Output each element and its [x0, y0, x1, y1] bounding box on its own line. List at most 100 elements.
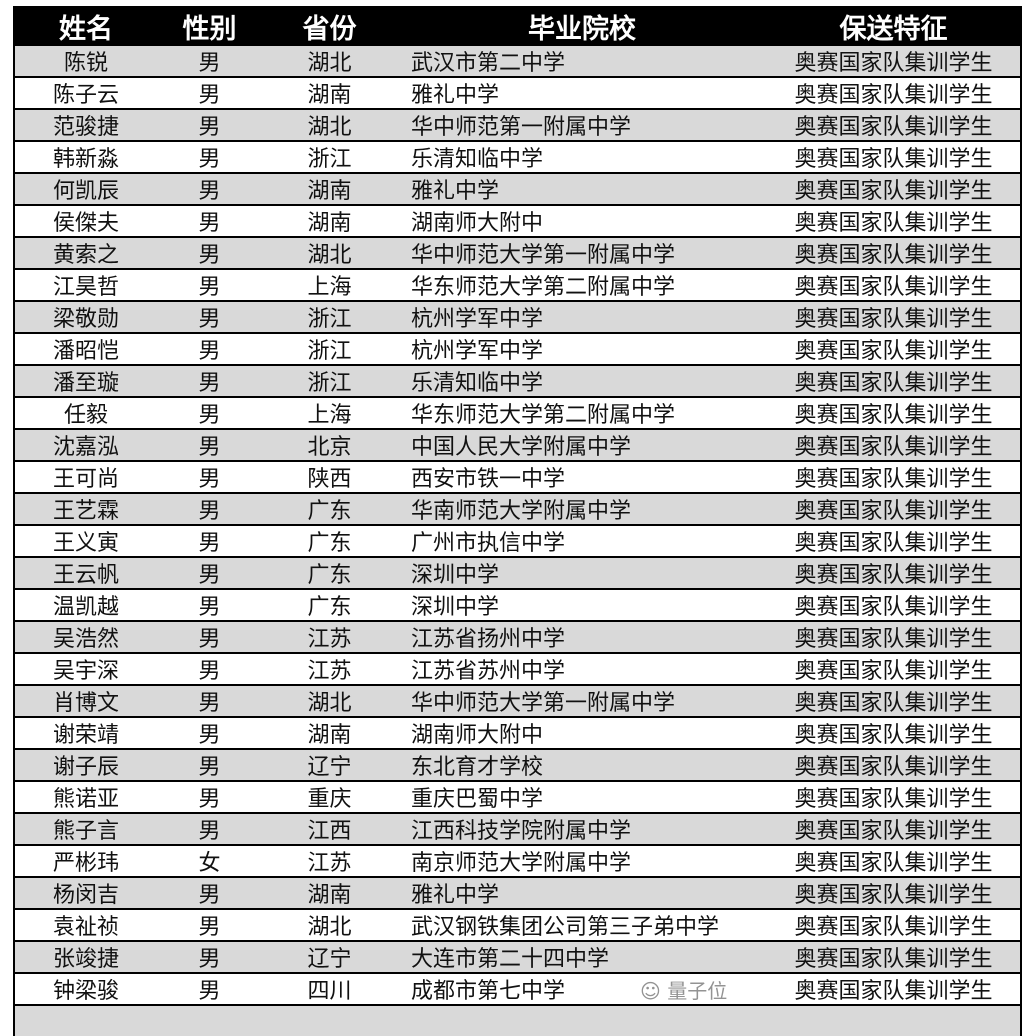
cell-name: 韩新淼 — [52, 147, 119, 172]
cell-feature: 奥赛国家队集训学生 — [794, 819, 993, 844]
cell-gender: 男 — [198, 83, 221, 108]
table-row: 温凯越 男 广东 深圳中学 奥赛国家队集训学生 — [15, 590, 1020, 622]
cell-school: 大连市第二十四中学 — [411, 947, 610, 972]
cell-gender: 男 — [198, 467, 221, 492]
cell-school: 深圳中学 — [411, 595, 500, 620]
cell-school: 湖南师大附中 — [411, 723, 544, 748]
cell-school: 雅礼中学 — [411, 83, 500, 108]
cell-gender: 男 — [198, 627, 221, 652]
table-row: 王义寅 男 广东 广州市执信中学 奥赛国家队集训学生 — [15, 526, 1020, 558]
cell-name: 王艺霖 — [52, 499, 119, 524]
table-row: 陈子云 男 湖南 雅礼中学 奥赛国家队集训学生 — [15, 78, 1020, 110]
cell-province: 江苏 — [307, 627, 352, 652]
cell-feature: 奥赛国家队集训学生 — [794, 563, 993, 588]
table-row: 谢荣靖 男 湖南 湖南师大附中 奥赛国家队集训学生 — [15, 718, 1020, 750]
cell-name: 袁祉祯 — [52, 915, 119, 940]
cell-school: 广州市执信中学 — [411, 531, 566, 556]
cell-province: 广东 — [307, 595, 352, 620]
cell-school: 华南师范大学附属中学 — [411, 499, 632, 524]
cell-province: 湖北 — [307, 691, 352, 716]
cell-province: 湖南 — [307, 179, 352, 204]
cell-province: 广东 — [307, 563, 352, 588]
table-header: 姓名 性别 省份 毕业院校 保送特征 — [15, 6, 1020, 46]
header-name: 姓名 — [59, 13, 113, 45]
cell-name: 钟梁骏 — [52, 979, 119, 1004]
cell-gender: 男 — [198, 819, 221, 844]
cell-feature: 奥赛国家队集训学生 — [794, 723, 993, 748]
table-row: 肖博文 男 湖北 华中师范大学第一附属中学 奥赛国家队集训学生 — [15, 686, 1020, 718]
cell-school: 乐清知临中学 — [411, 371, 544, 396]
header-feature: 保送特征 — [839, 13, 948, 45]
cell-feature: 奥赛国家队集训学生 — [794, 147, 993, 172]
cell-feature: 奥赛国家队集训学生 — [794, 627, 993, 652]
cell-gender: 男 — [198, 307, 221, 332]
cell-gender: 男 — [198, 723, 221, 748]
cell-province: 浙江 — [307, 339, 352, 364]
header-school: 毕业院校 — [528, 13, 636, 45]
cell-school: 西安市铁一中学 — [411, 467, 566, 492]
table-row: 谢子辰 男 辽宁 东北育才学校 奥赛国家队集训学生 — [15, 750, 1020, 782]
cell-province: 湖南 — [307, 83, 352, 108]
table-row: 熊子言 男 江西 江西科技学院附属中学 奥赛国家队集训学生 — [15, 814, 1020, 846]
cell-name: 熊子言 — [52, 819, 119, 844]
cell-name: 范骏捷 — [52, 115, 119, 140]
header-gender: 性别 — [182, 13, 237, 45]
table-row: 吴浩然 男 江苏 江苏省扬州中学 奥赛国家队集训学生 — [15, 622, 1020, 654]
cell-school: 华中师范大学第一附属中学 — [411, 691, 676, 716]
cell-province: 湖南 — [307, 211, 352, 236]
cell-province: 重庆 — [307, 787, 352, 812]
cell-province: 湖北 — [307, 915, 352, 940]
student-table: 姓名 性别 省份 毕业院校 保送特征 陈锐男湖北 武汉市第二中学 奥赛国家队集训学生… — [13, 6, 1022, 1036]
cell-gender: 男 — [198, 659, 221, 684]
cell-province: 浙江 — [307, 147, 352, 172]
cell-school: 江苏省苏州中学 — [411, 659, 566, 684]
cell-name: 谢荣靖 — [52, 723, 119, 748]
cell-gender: 男 — [198, 595, 221, 620]
table-row: 陈锐 男 湖北 武汉市第二中学 奥赛国家队集训学生 — [15, 46, 1020, 78]
table-row: 钟梁骏 男 四川 成都市第七中学 奥赛国家队集训学生 — [15, 974, 1020, 1006]
cell-school: 深圳中学 — [411, 563, 500, 588]
cell-school: 武汉钢铁集团公司第三子弟中学 — [411, 915, 720, 940]
cell-province: 上海 — [307, 275, 352, 300]
cell-province: 辽宁 — [307, 947, 352, 972]
cell-gender: 女 — [198, 851, 221, 876]
table-row: 黄索之 男 湖北 华中师范大学第一附属中学 奥赛国家队集训学生 — [15, 238, 1020, 270]
cell-province: 江西 — [307, 819, 352, 844]
cell-school: 江西科技学院附属中学 — [411, 819, 632, 844]
table-row: 任毅 男 上海 华东师范大学第二附属中学 奥赛国家队集训学生 — [15, 398, 1020, 430]
cell-gender: 男 — [198, 211, 221, 236]
cell-feature: 奥赛国家队集训学生 — [794, 467, 993, 492]
table-row: 严彬玮 女 江苏 南京师范大学附属中学 奥赛国家队集训学生 — [15, 846, 1020, 878]
table-row: 江昊哲 男 上海 华东师范大学第二附属中学 奥赛国家队集训学生 — [15, 270, 1020, 302]
cell-school: 江苏省扬州中学 — [411, 627, 566, 652]
cell-gender: 男 — [198, 435, 221, 460]
cell-gender: 男 — [198, 883, 221, 908]
cell-feature: 奥赛国家队集训学生 — [794, 691, 993, 716]
cell-gender: 男 — [198, 499, 221, 524]
cell-feature: 奥赛国家队集训学生 — [794, 883, 993, 908]
cell-name: 谢子辰 — [52, 755, 119, 780]
cell-name: 张竣捷 — [52, 947, 119, 972]
cell-name: 吴浩然 — [52, 627, 119, 652]
cell-province: 北京 — [307, 435, 352, 460]
cell-gender: 男 — [198, 915, 221, 940]
cell-feature: 奥赛国家队集训学生 — [794, 851, 993, 876]
cell-name: 任毅 — [63, 403, 108, 428]
cell-province: 江苏 — [307, 659, 352, 684]
cell-province: 陕西 — [307, 467, 352, 492]
cell-gender: 男 — [198, 563, 221, 588]
cell-gender: 男 — [198, 787, 221, 812]
cell-province: 辽宁 — [307, 755, 352, 780]
cell-feature: 奥赛国家队集训学生 — [794, 115, 993, 140]
cell-feature: 奥赛国家队集训学生 — [794, 531, 993, 556]
cell-gender: 男 — [198, 755, 221, 780]
table-row: 张竣捷 男 辽宁 大连市第二十四中学 奥赛国家队集训学生 — [15, 942, 1020, 974]
cell-feature: 奥赛国家队集训学生 — [794, 339, 993, 364]
cell-province: 湖南 — [307, 723, 352, 748]
table-row: 潘昭恺 男 浙江 杭州学军中学 奥赛国家队集训学生 — [15, 334, 1020, 366]
header-province: 省份 — [302, 13, 357, 45]
cell-gender: 男 — [198, 947, 221, 972]
cell-school: 华东师范大学第二附属中学 — [411, 275, 676, 300]
cell-gender: 男 — [198, 691, 221, 716]
watermark-logo: ☺ 量子位 — [640, 979, 728, 1003]
